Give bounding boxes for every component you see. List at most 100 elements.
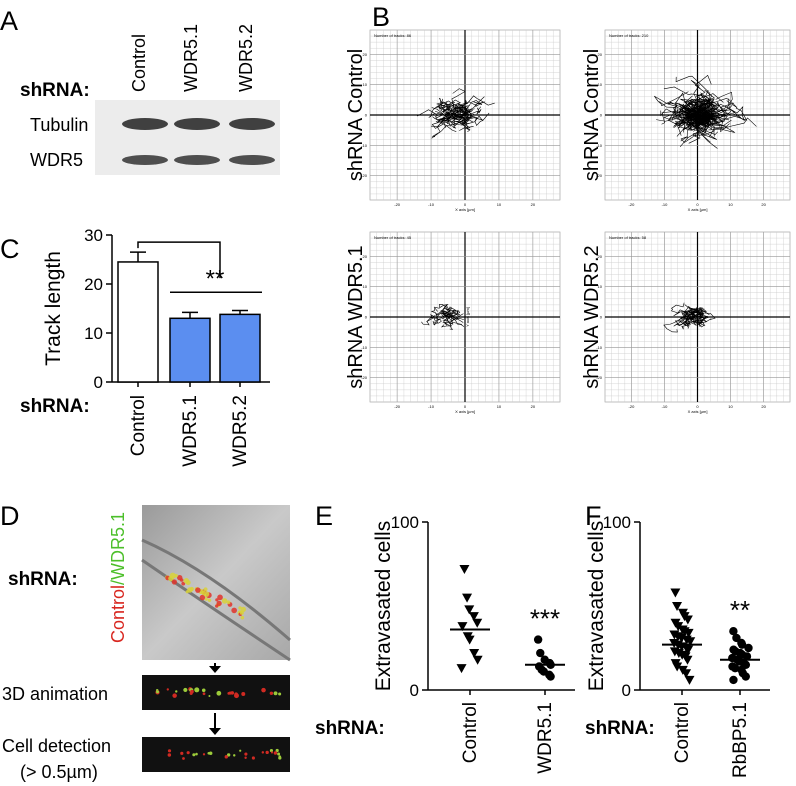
track-path [462,95,495,111]
data-point [729,627,738,636]
data-point [685,637,696,647]
cell-dot [273,691,278,696]
track-path [696,313,701,320]
track-path [684,304,696,319]
axis-label: Y axis [µm] [465,307,470,327]
data-point [682,615,693,625]
shrna-label: shRNA: [20,80,90,101]
cell-dot [240,606,246,612]
data-point [472,655,483,665]
track-path [435,311,447,321]
track-path [453,100,469,119]
error-bar [232,309,248,315]
cell-dot [202,753,206,756]
track-path [431,115,449,129]
x-tick-label: 20 [761,404,766,409]
panel-label: D [0,501,20,531]
data-point [730,663,740,673]
track-path [433,304,451,312]
y-tick-label: -20 [361,173,368,178]
y-tick-label: 10 [598,82,603,87]
x-tick-label: -10 [428,404,435,409]
band [174,155,220,165]
axis-label: X axis [µm] [455,409,475,414]
cell-dot [239,749,242,752]
y-tick-label: -10 [361,345,368,350]
axis-label: X axis [µm] [688,409,708,414]
track-path [453,115,474,126]
track-path [689,116,718,135]
x-tick-label: -10 [662,404,669,409]
data-point [469,649,480,659]
x-tick-label: -10 [428,202,435,207]
lane-label: WDR5.2 [236,24,256,92]
cell-dot [180,751,184,755]
track-count: Number of tracks: 86 [374,33,412,38]
cell-dot [233,754,236,757]
track-path [439,116,463,129]
track-path [692,319,704,325]
track-path [451,88,466,114]
track-path [659,101,688,119]
panel-label: C [0,234,20,264]
track-path [464,115,484,127]
plot-label: shRNA WDR5.1 [345,245,367,388]
stain-wdr: /WDR5.1 [108,512,128,585]
cell-dot [182,757,185,760]
y-tick-label: 0 [410,681,419,700]
y-tick-label: 100 [391,513,419,532]
track-path [656,103,693,122]
y-tick-label: 30 [84,226,103,245]
data-point [741,672,750,681]
x-tick-label: -20 [629,404,636,409]
track-path [696,117,728,127]
track-path [421,313,438,326]
cell-dot [166,688,169,691]
lane-label: Control [129,34,149,92]
axis-label: X axis [µm] [688,207,708,212]
arrow-head [209,666,221,673]
cell-dot [203,587,208,592]
track-path [426,317,442,324]
track-path [671,302,687,314]
track-path [431,117,447,127]
track-path [462,106,482,121]
track-path [437,98,446,110]
track-path [692,117,716,137]
track-path [685,89,715,116]
cell-dot [241,692,246,696]
x-tick-label: 20 [531,404,536,409]
cell-dot [199,594,206,601]
y-tick-label: 20 [363,254,368,259]
bar [169,317,211,383]
data-point [462,593,473,603]
track-path [459,113,470,131]
y-axis-label: Extravasated cells [585,521,608,691]
annotation: *** [530,604,560,634]
shrna-label: shRNA: [8,569,78,590]
cell-dot [202,692,206,696]
track-count: Number of tracks: 210 [609,33,649,38]
track-path [451,313,464,321]
cell-dot [270,751,274,754]
cell-dot [273,751,278,755]
cell-dot [207,598,212,602]
cell-dot [208,751,213,756]
bar [117,261,159,383]
x-tick-label: 20 [531,202,536,207]
cell-dot [239,610,244,615]
cell-dot [186,751,190,755]
track-path [678,310,694,330]
cell-dot [275,748,279,753]
track-path [451,321,465,327]
data-point [546,672,555,681]
track-path [449,112,462,121]
cell-dot [269,748,274,753]
x-tick-label: Control [672,702,693,763]
x-tick-label: 0 [696,202,699,207]
cell-dot [175,690,178,693]
track-path [698,108,715,122]
y-tick-label: 0 [365,113,368,118]
track-path [672,103,689,122]
